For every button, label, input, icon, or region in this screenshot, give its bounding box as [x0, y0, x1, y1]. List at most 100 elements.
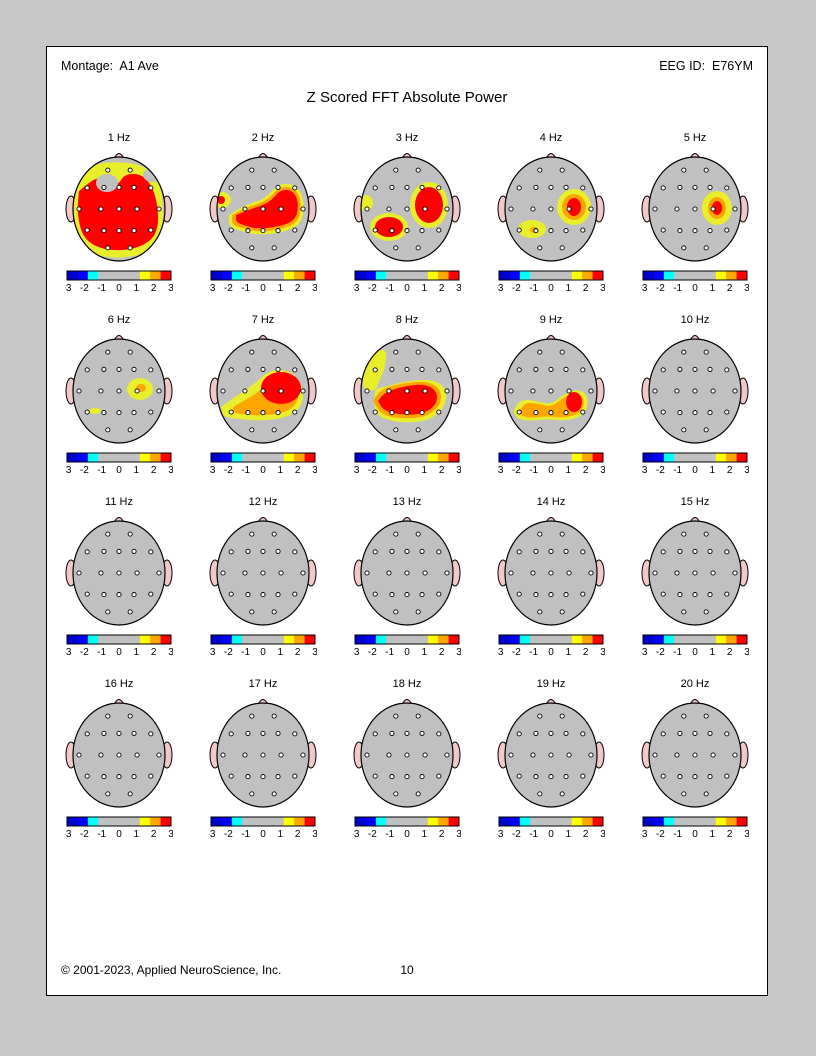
electrode-f3: [101, 730, 107, 736]
electrode-o2: [559, 245, 565, 251]
colorbar-tick: 3: [744, 829, 749, 840]
electrode-f4: [275, 730, 281, 736]
electrode-c3: [98, 752, 104, 758]
electrode-t4: [156, 752, 162, 758]
topomap-cell-5hz[interactable]: 5 Hz -3 -2 -1 0 123: [627, 131, 763, 301]
colorbar-tick: -2: [80, 283, 89, 294]
electrode-fp2: [703, 713, 709, 719]
topomap-cell-3hz[interactable]: 3 Hz -3 -2 -1 0 123: [339, 131, 475, 301]
electrode-c4: [134, 388, 140, 394]
topomap-cell-17hz[interactable]: 17 Hz -3 -2 -1 0 123: [195, 677, 331, 847]
zscore-field: [361, 182, 448, 241]
electrode-t5: [660, 591, 666, 597]
topomap-cell-12hz[interactable]: 12 Hz -3 -2 -1 0 123: [195, 495, 331, 665]
electrode-pz: [692, 228, 698, 234]
colorbar-tick: -3: [209, 283, 216, 294]
electrode-p4: [275, 410, 281, 416]
electrode-p4: [563, 410, 569, 416]
topomap-cell-4hz[interactable]: 4 Hz -3 -2 -1 0 123: [483, 131, 619, 301]
colorbar-tick: 1: [278, 465, 284, 476]
electrode-f7: [372, 549, 378, 555]
report-footer: © 2001-2023, Applied NeuroScience, Inc. …: [47, 963, 767, 981]
electrode-pz: [548, 228, 554, 234]
electrode-p3: [101, 228, 107, 234]
zscore-field: [73, 162, 163, 258]
electrode-f3: [677, 366, 683, 372]
topomap-cell-13hz[interactable]: 13 Hz -3 -2 -1 0 123: [339, 495, 475, 665]
electrode-f8: [148, 731, 154, 737]
electrode-f8: [436, 549, 442, 555]
colorbar-tick: -2: [512, 829, 521, 840]
scalp-outline: [216, 338, 310, 444]
electrode-f8: [580, 731, 586, 737]
topomap-cell-11hz[interactable]: 11 Hz -3 -2 -1 0 123: [51, 495, 187, 665]
topomap-cell-18hz[interactable]: 18 Hz -3 -2 -1 0 123: [339, 677, 475, 847]
electrode-f7: [660, 549, 666, 555]
topomap-cell-8hz[interactable]: 8 Hz -3 -2 -1 0 123: [339, 313, 475, 483]
colorbar-tick: 2: [151, 647, 157, 658]
topomap-cell-16hz[interactable]: 16 Hz -3 -2 -1 0 123: [51, 677, 187, 847]
electrode-p4: [131, 228, 137, 234]
topomap-cell-10hz[interactable]: 10 Hz -3 -2 -1 0 123: [627, 313, 763, 483]
zscore-field: [89, 378, 153, 414]
scalp-outline: [648, 702, 742, 808]
electrode-p4: [419, 410, 425, 416]
colorbar-tick: -1: [529, 465, 538, 476]
electrode-o1: [105, 791, 111, 797]
topomap-cell-1hz[interactable]: 1 Hz -3 -2 -1 0 123: [51, 131, 187, 301]
electrode-t6: [148, 227, 154, 233]
colorbar-tick: -1: [97, 647, 106, 658]
topomap-cell-20hz[interactable]: 20 Hz -3 -2 -1 0 123: [627, 677, 763, 847]
zscore-field: [363, 349, 447, 423]
colorbar-tick: -2: [512, 647, 521, 658]
electrode-t5: [228, 409, 234, 415]
topomap-cell-2hz[interactable]: 2 Hz -3 -2 -1 0 123: [195, 131, 331, 301]
colorbar-tick: 0: [260, 829, 266, 840]
electrode-f8: [724, 367, 730, 373]
electrode-c3: [530, 388, 536, 394]
electrode-cz: [260, 570, 266, 576]
electrode-c3: [386, 206, 392, 212]
colorbar-tick: 3: [168, 283, 173, 294]
head-map-container: [52, 693, 186, 813]
zscore-colorbar: -3 -2 -1 0 123: [351, 452, 462, 476]
head-map-container: [52, 329, 186, 449]
electrode-t6: [580, 773, 586, 779]
topomap-cell-6hz[interactable]: 6 Hz -3 -2 -1 0 123: [51, 313, 187, 483]
electrode-t6: [148, 409, 154, 415]
colorbar-tick: 0: [548, 829, 554, 840]
electrode-f8: [148, 185, 154, 191]
colorbar-tick: 0: [260, 283, 266, 294]
frequency-label: 2 Hz: [251, 132, 275, 144]
topomap-cell-15hz[interactable]: 15 Hz -3 -2 -1 0 123: [627, 495, 763, 665]
frequency-label: 20 Hz: [680, 678, 710, 690]
head-map-container: [340, 147, 474, 267]
electrode-o1: [393, 427, 399, 433]
zscore-colorbar: -3 -2 -1 0 123: [495, 634, 606, 658]
electrode-cz: [692, 570, 698, 576]
colorbar-tick: 3: [312, 647, 317, 658]
electrode-t3: [364, 388, 370, 394]
electrode-f7: [660, 367, 666, 373]
colorbar-tick: 0: [692, 829, 698, 840]
electrode-fp1: [105, 531, 111, 537]
topomap-cell-14hz[interactable]: 14 Hz -3 -2 -1 0 123: [483, 495, 619, 665]
zscore-colorbar: -3 -2 -1 0 123: [639, 452, 750, 476]
topomap-cell-19hz[interactable]: 19 Hz -3 -2 -1 0 123: [483, 677, 619, 847]
topomap-cell-9hz[interactable]: 9 Hz -3 -2 -1 0 123: [483, 313, 619, 483]
electrode-t4: [300, 206, 306, 212]
electrode-o2: [415, 791, 421, 797]
electrode-pz: [116, 228, 122, 234]
electrode-pz: [116, 410, 122, 416]
colorbar-tick: 1: [422, 829, 428, 840]
copyright-text: © 2001-2023, Applied NeuroScience, Inc.: [61, 963, 282, 977]
head-map-container: [196, 329, 330, 449]
electrode-fp2: [415, 713, 421, 719]
colorbar-tick: 1: [710, 829, 716, 840]
electrode-fp2: [415, 531, 421, 537]
colorbar-container: -3 -2 -1 0 123: [639, 634, 750, 665]
topomap-cell-7hz[interactable]: 7 Hz -3 -2 -1 0 123: [195, 313, 331, 483]
colorbar-tick: 2: [727, 465, 733, 476]
colorbar-tick: -2: [368, 465, 377, 476]
colorbar-tick: 1: [422, 465, 428, 476]
